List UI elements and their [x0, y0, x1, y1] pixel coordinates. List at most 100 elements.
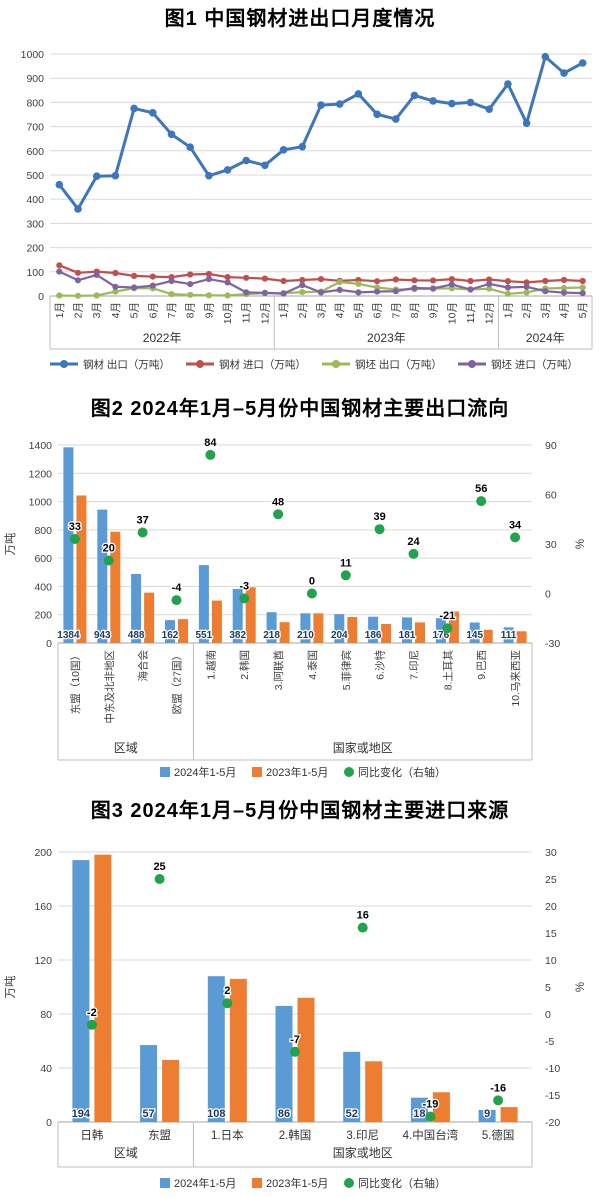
yoy-value-label: -2 — [87, 1007, 97, 1019]
y-tick-label: 200 — [26, 243, 44, 255]
bars: 1384 943 488 162 551 382 218 210 204 186 181 176 145… — [56, 447, 527, 643]
series-0 — [55, 52, 587, 213]
month-label: 4月 — [110, 302, 122, 318]
axis-group-label: 区域 — [114, 1146, 138, 1160]
legend-label: 2023年1-5月 — [266, 765, 328, 779]
right-tick-label: -30 — [545, 638, 560, 650]
legend-label: 2024年1-5月 — [174, 765, 236, 779]
year-group-label: 2024年 — [526, 331, 565, 345]
y-tick-label: 700 — [26, 122, 44, 134]
bar-value-label: 162 — [162, 630, 179, 641]
month-label: 10月 — [222, 302, 234, 324]
figure-2-title: 图2 2024年1月–5月份中国钢材主要出口流向 — [90, 398, 510, 420]
y-tick-label: 800 — [26, 97, 44, 109]
yoy-value-label: 48 — [272, 496, 284, 508]
month-label: 1月 — [502, 302, 514, 318]
month-label: 2月 — [521, 302, 533, 318]
year-group-label: 2023年 — [367, 331, 406, 345]
yoy-value-label: 25 — [153, 861, 165, 873]
category-label: 2.韩国 — [279, 1128, 312, 1142]
yoy-value-label: -16 — [490, 1082, 506, 1094]
left-tick-label: 400 — [34, 581, 52, 593]
yoy-value-label: 2 — [224, 985, 230, 997]
y-tick-label: 1000 — [21, 49, 45, 61]
month-label: 4月 — [334, 302, 346, 318]
right-axis-title: % — [575, 982, 587, 992]
yoy-value-label: 84 — [204, 437, 217, 449]
yoy-value-label: 20 — [103, 543, 115, 555]
bars: 194 57 108 86 52 18 9 — [70, 854, 518, 1123]
y-tick-label: 400 — [26, 194, 44, 206]
bar-value-label: 194 — [72, 1108, 91, 1120]
legend-label: 同比变化（右轴） — [358, 1176, 446, 1190]
bar-value-label: 86 — [278, 1108, 290, 1120]
right-tick-label: 0 — [545, 589, 551, 601]
legend-label: 2023年1-5月 — [266, 1176, 328, 1190]
yoy-value-label: 24 — [407, 536, 420, 548]
month-label: 9月 — [203, 302, 215, 318]
yoy-value-label: 0 — [309, 576, 315, 588]
right-tick-label: 60 — [545, 490, 557, 502]
yoy-value-label: 37 — [137, 514, 149, 526]
y-tick-label: 600 — [26, 146, 44, 158]
gridlines — [58, 851, 532, 1123]
figure-3: 图3 2024年1月–5月份中国钢材主要进口来源 0 40 80 120 160 200-… — [0, 792, 600, 1197]
category-label: 10.马来西亚 — [510, 650, 522, 707]
bar-value-label: 1384 — [57, 630, 80, 641]
right-tick-label: 20 — [545, 901, 557, 913]
y-tick-label: 300 — [26, 218, 44, 230]
bar-value-label: 108 — [207, 1108, 225, 1120]
legend-label: 同比变化（右轴） — [358, 765, 446, 779]
bar-value-label: 145 — [466, 630, 483, 641]
bar-value-label: 943 — [94, 630, 111, 641]
category-label: 3.阿联酋 — [272, 650, 285, 690]
yoy-value-label: 34 — [509, 519, 522, 531]
left-tick-label: 200 — [34, 847, 52, 859]
yoy-value-label: 11 — [340, 557, 352, 569]
y-tick-label: 0 — [38, 291, 44, 303]
figure-1-chart: 0 100 200 300 400 500 600 700 800 900 1000 1月 2月 3月 4月… — [21, 49, 593, 371]
category-label: 7.印尼 — [409, 650, 421, 680]
legend-label: 钢坯 出口（万吨） — [355, 358, 442, 371]
right-tick-label: 25 — [545, 874, 557, 886]
yoy-value-label: -7 — [290, 1034, 300, 1046]
left-axis-title: 万吨 — [4, 975, 17, 998]
category-label: 东盟 — [148, 1129, 171, 1142]
month-label: 7月 — [390, 302, 402, 318]
category-label: 4.中国台湾 — [403, 1128, 459, 1142]
yoy-value-label: -3 — [239, 580, 249, 592]
category-label: 海合会 — [137, 650, 150, 682]
bar-value-label: 181 — [399, 630, 416, 641]
category-label: 6.沙特 — [375, 650, 387, 680]
right-axis-title: % — [575, 539, 587, 549]
month-label: 3月 — [316, 302, 328, 318]
yoy-value-label: 56 — [475, 483, 487, 495]
right-tick-label: -15 — [545, 1090, 560, 1102]
left-tick-label: 80 — [40, 1009, 52, 1021]
left-tick-label: 120 — [34, 955, 52, 967]
right-tick-label: -10 — [545, 1063, 560, 1075]
legend: 2024年1-5月 2023年1-5月 同比变化（右轴） — [160, 765, 446, 779]
yoy-value-label: -21 — [439, 610, 455, 622]
yoy-value-label: 39 — [374, 511, 386, 523]
bar-value-label: 204 — [331, 630, 348, 641]
left-axis-title: 万吨 — [4, 532, 17, 555]
month-label: 6月 — [372, 302, 384, 318]
right-tick-label: 15 — [545, 928, 557, 940]
month-label: 2月 — [297, 302, 309, 318]
legend: 2024年1-5月 2023年1-5月 同比变化（右轴） — [160, 1176, 446, 1190]
legend-label: 钢材 出口（万吨） — [83, 358, 170, 371]
right-tick-label: 10 — [545, 955, 557, 967]
left-tick-label: 0 — [46, 638, 52, 650]
x-axis: 东盟（10国） 中东及北非地区 海合会 欧盟（27国） 1.越南 2.韩国 3.阿联酋 4.泰… — [57, 643, 533, 761]
category-label: 3.印尼 — [346, 1129, 379, 1142]
bar-value-label: 218 — [263, 630, 280, 641]
series-3 — [56, 268, 586, 297]
series-1 — [56, 262, 586, 286]
month-label: 5月 — [129, 302, 141, 318]
bar-value-label: 52 — [346, 1108, 358, 1120]
yoy-value-label: -4 — [172, 582, 183, 594]
category-label: 东盟（10国） — [69, 650, 82, 714]
